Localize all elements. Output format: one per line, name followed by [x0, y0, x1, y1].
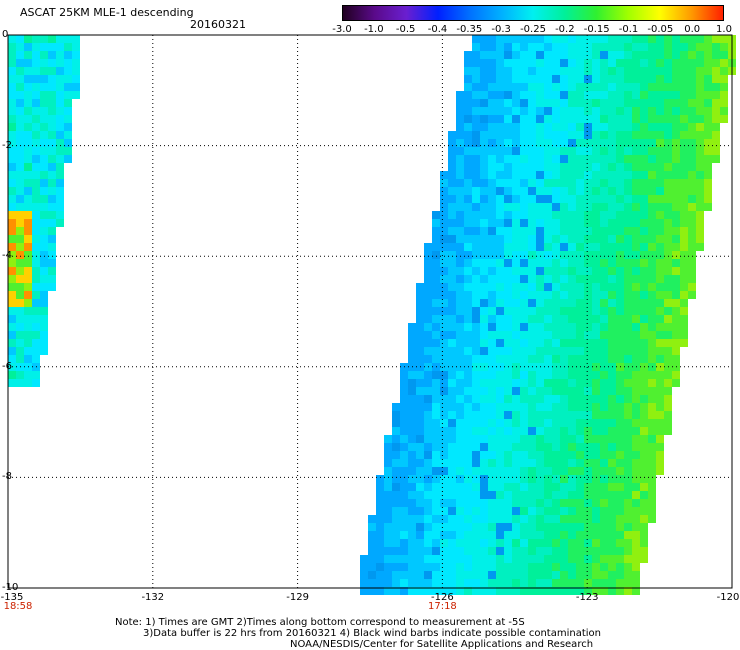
colorbar-tick-label: -0.25 — [520, 24, 546, 35]
chart-title: ASCAT 25KM MLE-1 descending — [20, 6, 194, 19]
colorbar-tick-label: 0.0 — [684, 24, 701, 35]
colorbar-tick-label: -0.1 — [618, 24, 639, 35]
note-line-2: 3)Data buffer is 22 hrs from 20160321 4)… — [143, 628, 601, 639]
x-tick-label: -120 — [716, 592, 740, 603]
chart-date: 20160321 — [190, 18, 246, 31]
x-tick-label: -129 — [286, 592, 309, 603]
colorbar-tick-label: -0.05 — [647, 24, 674, 35]
y-tick-label: -2 — [2, 139, 12, 151]
note-line-1: Note: 1) Times are GMT 2)Times along bot… — [115, 617, 525, 628]
grid-lines — [8, 35, 732, 588]
time-label: 18:58 — [3, 601, 33, 612]
y-tick-label: -4 — [2, 250, 12, 262]
y-tick-label: -8 — [2, 471, 12, 483]
colorbar-tick-label: -0.4 — [427, 24, 448, 35]
plot-frame — [7, 34, 733, 589]
colorbar-tick-label: -3.0 — [332, 24, 352, 35]
colorbar — [342, 5, 724, 21]
y-tick-label: -10 — [2, 582, 19, 593]
x-tick-label: -132 — [141, 592, 165, 603]
colorbar-tick-label: -0.2 — [555, 24, 575, 35]
colorbar-tick-label: -0.15 — [583, 24, 610, 35]
note-line-3: NOAA/NESDIS/Center for Satellite Applica… — [290, 639, 594, 650]
y-tick-label: 0 — [2, 29, 9, 40]
y-tick-label: -6 — [2, 360, 12, 372]
x-tick-label: -126 — [431, 592, 454, 603]
time-label: 17:18 — [427, 601, 457, 612]
x-tick-label: -123 — [575, 592, 599, 603]
wind-swaths — [8, 35, 736, 595]
colorbar-tick-label: -0.5 — [395, 24, 416, 35]
colorbar-tick-label: -0.35 — [456, 24, 483, 35]
colorbar-tick-label: 1.0 — [716, 24, 732, 35]
colorbar-tick-label: -1.0 — [364, 24, 384, 35]
x-tick-label: -135 — [0, 592, 24, 603]
colorbar-tick-label: -0.3 — [491, 24, 511, 35]
